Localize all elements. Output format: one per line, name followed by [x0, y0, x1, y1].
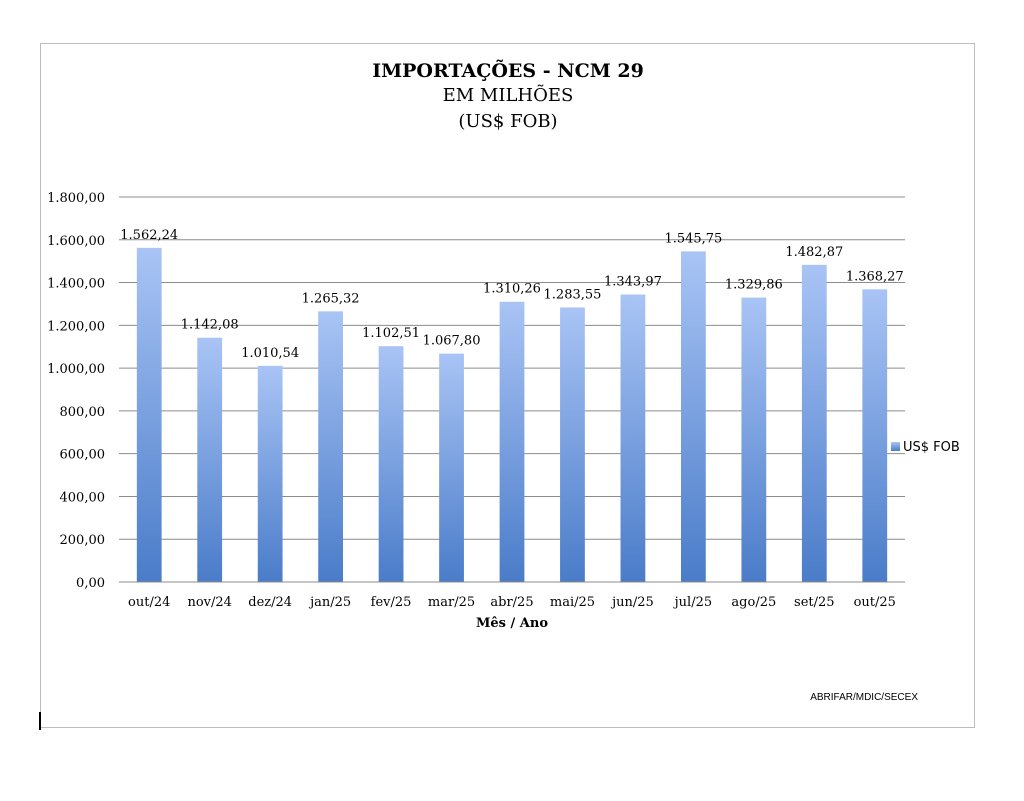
- y-tick-label: 1.600,00: [47, 234, 105, 249]
- bar: [257, 365, 283, 582]
- x-tick-label: fev/25: [371, 595, 412, 610]
- y-tick-label: 800,00: [60, 405, 106, 420]
- y-tick-label: 1.000,00: [47, 362, 105, 377]
- bar: [741, 297, 767, 582]
- chart-subtitle-line-1: EM MILHÕES: [443, 83, 574, 106]
- chart-title: IMPORTAÇÕES - NCM 29: [372, 59, 644, 82]
- legend-swatch: [891, 442, 900, 451]
- x-axis-title: Mês / Ano: [476, 616, 548, 631]
- x-tick-label: nov/24: [187, 595, 231, 610]
- x-axis-ticks: out/24 nov/24 dez/24 jan/25 fev/25 mar/25 abr/…: [128, 595, 896, 610]
- x-tick-label: mar/25: [428, 595, 475, 610]
- data-label: 1.343,97: [604, 275, 662, 290]
- y-axis-ticks: 0,00 200,00 400,00 600,00 800,00 1.000,00 1.20…: [47, 191, 105, 591]
- x-tick-label: abr/25: [490, 595, 533, 610]
- y-tick-label: 1.800,00: [47, 191, 105, 206]
- data-labels: 1.562,24 1.142,081.010,54 1.265,32 1.102,51…: [120, 228, 903, 361]
- x-tick-label: out/25: [854, 595, 896, 610]
- x-tick-label: jul/25: [673, 595, 712, 610]
- data-label: 1.283,55: [544, 287, 602, 302]
- bar: [378, 346, 404, 582]
- data-label: 1.368,27: [846, 269, 904, 284]
- bars: [136, 247, 888, 582]
- legend-entry: US$ FOB: [903, 440, 960, 455]
- data-label: 1.067,80: [423, 334, 481, 349]
- bar: [862, 289, 888, 582]
- bar: [801, 264, 827, 582]
- chart-subtitle-line-2: (US$ FOB): [458, 111, 557, 132]
- source-note: ABRIFAR/MDIC/SECEX: [810, 692, 918, 703]
- bar: [439, 353, 464, 582]
- y-tick-label: 200,00: [60, 533, 106, 548]
- x-tick-label: ago/25: [731, 595, 776, 610]
- bar: [620, 294, 646, 582]
- data-label: 1.010,54: [241, 346, 299, 361]
- y-tick-label: 600,00: [60, 448, 106, 463]
- bar: [197, 337, 223, 582]
- x-tick-label: jun/25: [610, 595, 654, 610]
- data-label: 1.102,51: [362, 326, 420, 341]
- x-tick-label: dez/24: [248, 595, 292, 610]
- x-tick-label: jan/25: [308, 595, 351, 610]
- bar: [136, 247, 162, 582]
- bar: [680, 251, 706, 582]
- data-label: 1.310,26: [483, 282, 541, 297]
- data-label: 1.265,32: [302, 291, 360, 306]
- bar: [499, 301, 525, 582]
- x-tick-label: set/25: [794, 595, 835, 610]
- y-tick-label: 0,00: [76, 576, 105, 591]
- bar: [318, 311, 344, 582]
- data-label: 1.545,75: [664, 231, 722, 246]
- x-tick-label: mai/25: [550, 595, 595, 610]
- data-label: 1.142,08: [181, 318, 239, 333]
- data-label: 1.482,87: [785, 245, 843, 260]
- data-label: 1.562,24: [120, 228, 178, 243]
- data-label: 1.329,86: [725, 278, 783, 293]
- text-cursor-mark: [39, 712, 41, 730]
- bar: [560, 307, 585, 582]
- y-tick-label: 1.400,00: [47, 277, 105, 292]
- y-tick-label: 400,00: [60, 490, 106, 505]
- x-tick-label: out/24: [128, 595, 170, 610]
- y-tick-label: 1.200,00: [47, 319, 105, 334]
